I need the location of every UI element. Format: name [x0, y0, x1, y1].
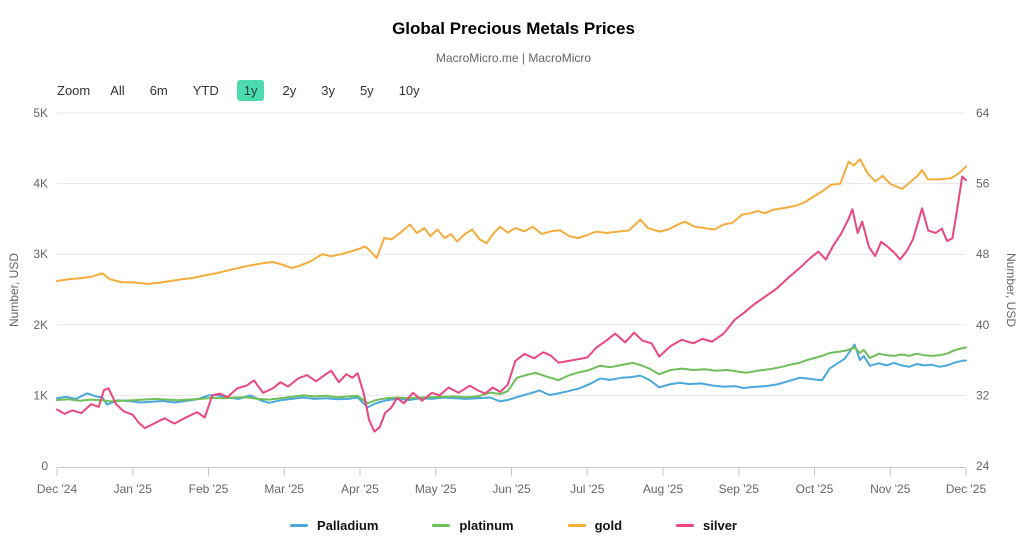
zoom-button-all[interactable]: All [110, 83, 125, 98]
y-tick-label: 2K [33, 318, 48, 332]
legend-label: platinum [459, 518, 514, 533]
x-tick-label: Dec '25 [946, 482, 987, 496]
y-tick-label: 3K [33, 247, 48, 261]
x-tick-label: Aug '25 [643, 482, 684, 496]
y-tick-label: 32 [976, 388, 990, 402]
legend: Palladium platinum gold silver [0, 518, 1027, 533]
y-tick-label: 0 [41, 459, 48, 473]
zoom-button-ytd[interactable]: YTD [192, 83, 219, 98]
legend-marker-palladium [289, 524, 308, 527]
zoom-button-3y[interactable]: 3y [321, 83, 335, 98]
legend-item-gold[interactable]: gold [567, 518, 623, 533]
zoom-button-1y[interactable]: 1y [236, 80, 265, 101]
x-tick-label: Jan '25 [114, 482, 153, 496]
zoom-label: Zoom [57, 83, 91, 98]
legend-item-silver[interactable]: silver [676, 518, 737, 533]
y-tick-label: 1K [33, 388, 48, 402]
y-tick-label: 56 [976, 177, 990, 191]
zoom-buttons-group: All 6m YTD 1y 2y 3y 5y 10y [103, 80, 426, 101]
chart-title: Global Precious Metals Prices [392, 19, 635, 38]
y-axis-title-left: Number, USD [7, 252, 21, 328]
x-tick-label: Sep '25 [719, 482, 760, 496]
x-tick-label: Nov '25 [870, 482, 911, 496]
x-tick-label: Feb '25 [189, 482, 229, 496]
y-axis-title-right: Number, USD [1004, 252, 1018, 328]
y-tick-label: 40 [976, 318, 990, 332]
zoom-button-10y[interactable]: 10y [398, 83, 420, 98]
y-tick-label: 24 [976, 459, 990, 473]
zoom-button-2y[interactable]: 2y [282, 83, 297, 98]
x-tick-label: Dec '24 [37, 482, 78, 496]
x-tick-label: Apr '25 [341, 482, 379, 496]
x-tick-label: Jun '25 [492, 482, 531, 496]
zoom-button-6m[interactable]: 6m [149, 83, 168, 98]
zoom-toolbar: Zoom All 6m YTD 1y 2y 3y 5y 10y [57, 80, 427, 101]
legend-item-palladium[interactable]: Palladium [289, 518, 379, 533]
zoom-button-5y[interactable]: 5y [359, 83, 374, 98]
y-tick-label: 4K [33, 177, 48, 191]
chart-subtitle: MacroMicro.me | MacroMicro [435, 51, 592, 65]
series-line-silver[interactable] [56, 175, 967, 433]
legend-marker-gold [567, 524, 586, 527]
y-tick-label: 48 [976, 247, 990, 261]
legend-marker-silver [676, 524, 695, 527]
x-tick-label: May '25 [415, 482, 457, 496]
legend-label: silver [703, 518, 737, 533]
series-line-gold[interactable] [56, 158, 967, 285]
y-tick-label: 64 [976, 106, 990, 120]
series-line-platinum[interactable] [56, 346, 967, 405]
legend-item-platinum[interactable]: platinum [432, 518, 514, 533]
legend-label: gold [594, 518, 623, 533]
legend-marker-platinum [432, 524, 451, 527]
legend-label: Palladium [316, 518, 379, 533]
x-tick-label: Jul '25 [570, 482, 605, 496]
x-tick-label: Oct '25 [796, 482, 834, 496]
y-tick-label: 5K [33, 106, 48, 120]
x-tick-label: Mar '25 [264, 482, 304, 496]
